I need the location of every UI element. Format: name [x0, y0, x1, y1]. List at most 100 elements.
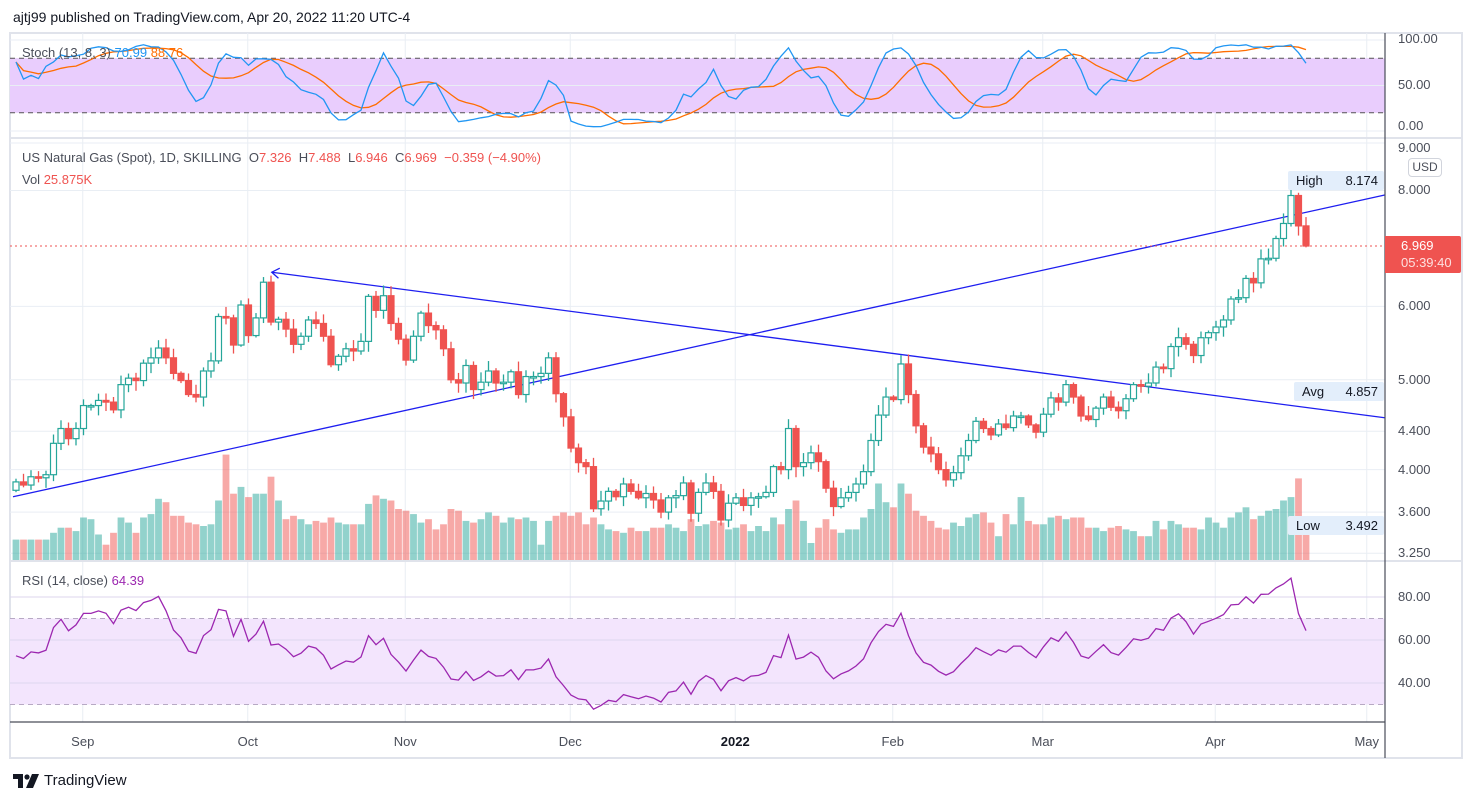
- candle-body: [42, 474, 50, 479]
- volume-bar: [215, 500, 222, 560]
- volume-bar: [717, 522, 725, 560]
- candle: [1242, 275, 1250, 303]
- candle: [327, 329, 335, 368]
- candle-body: [49, 442, 58, 476]
- volume-bar: [1175, 524, 1182, 560]
- volume-legend[interactable]: Vol 25.875K: [22, 172, 92, 187]
- candle: [34, 471, 43, 483]
- candle: [919, 422, 928, 454]
- candle-body: [574, 447, 583, 464]
- candle: [874, 405, 883, 446]
- volume-bar: [732, 527, 740, 560]
- volume-bar: [1145, 536, 1152, 560]
- volume-bar: [710, 520, 717, 560]
- candle: [1114, 401, 1123, 419]
- candle-body: [1272, 237, 1280, 259]
- candle-body: [117, 384, 125, 411]
- candle: [319, 314, 328, 342]
- candle: [574, 443, 583, 473]
- volume-bar: [222, 454, 230, 560]
- candle-body: [522, 375, 530, 396]
- volume-bar: [807, 543, 815, 560]
- tradingview-logo[interactable]: TradingView: [13, 772, 127, 789]
- candle: [552, 352, 560, 403]
- time-axis-label: May: [1354, 734, 1380, 749]
- candle-body: [477, 381, 485, 391]
- volume-bar: [680, 531, 687, 560]
- volume-bar: [365, 503, 372, 560]
- candle: [889, 395, 898, 402]
- tradingview-logo-icon: [13, 773, 39, 788]
- volume-bar: [1257, 515, 1265, 560]
- candle-body: [1069, 384, 1078, 398]
- candle-body: [469, 364, 478, 391]
- volume-bar: [290, 515, 297, 560]
- main-legend[interactable]: US Natural Gas (Spot), 1D, SKILLING O7.3…: [22, 150, 541, 165]
- volume-bar: [1272, 509, 1280, 560]
- volume-bar: [590, 517, 597, 560]
- volume-bar: [792, 500, 800, 560]
- volume-bar: [552, 515, 560, 560]
- time-axis-label: Oct: [237, 734, 258, 749]
- candle-body: [19, 481, 28, 486]
- candle-body: [1009, 415, 1018, 429]
- volume-bar: [80, 517, 87, 560]
- candle: [1047, 391, 1055, 418]
- candle: [1272, 235, 1280, 262]
- candle: [1032, 423, 1040, 439]
- stoch-k-line: [15, 44, 1307, 128]
- candle: [1024, 414, 1033, 429]
- candle: [1129, 382, 1138, 402]
- volume-bar: [530, 520, 537, 560]
- candle-body: [1077, 396, 1085, 417]
- candle-body: [162, 347, 170, 359]
- volume-bar: [42, 539, 50, 560]
- low-label: L: [347, 150, 356, 165]
- candle: [447, 341, 455, 384]
- volume-bar: [335, 522, 342, 560]
- volume-bar: [470, 522, 477, 560]
- candle: [372, 290, 380, 318]
- candle-body: [342, 348, 350, 357]
- trendline-arrow-icon: [270, 267, 281, 279]
- candle: [349, 340, 358, 362]
- candle: [934, 447, 943, 475]
- candle-body: [747, 497, 755, 507]
- volume-bar: [12, 539, 20, 560]
- candle-body: [934, 453, 943, 471]
- rsi-legend[interactable]: RSI (14, close) 64.39: [22, 573, 144, 588]
- candle-body: [1024, 415, 1033, 426]
- volume-bar: [672, 527, 680, 560]
- candle: [537, 366, 545, 384]
- candle-body: [387, 295, 395, 325]
- close-value: 6.969: [404, 150, 437, 165]
- volume-bar: [20, 539, 27, 560]
- candle: [994, 419, 1003, 438]
- symbol-name: US Natural Gas (Spot), 1D, SKILLING: [22, 150, 242, 165]
- volume-bar: [327, 517, 335, 560]
- trendline: [12, 194, 1385, 498]
- candle-body: [372, 295, 380, 311]
- candle-body: [582, 462, 590, 468]
- volume-bar: [155, 498, 162, 560]
- vol-value: 25.875K: [43, 172, 93, 187]
- candle-body: [492, 370, 500, 384]
- time-axis-label: Nov: [393, 734, 417, 749]
- currency-button[interactable]: USD: [1408, 158, 1442, 177]
- candle-body: [679, 482, 688, 497]
- candle: [1054, 393, 1063, 411]
- candle-body: [1084, 415, 1093, 421]
- volume-bar: [207, 524, 215, 560]
- volume-bar: [387, 500, 395, 560]
- stoch-legend[interactable]: Stoch (13, 8, 3) 70.99 88.76: [22, 45, 183, 60]
- candle: [49, 434, 58, 482]
- volume-bar: [597, 524, 605, 560]
- candle: [1077, 394, 1085, 422]
- volume-bar: [1010, 524, 1017, 560]
- volume-bar: [995, 536, 1002, 560]
- volume-bar: [1190, 527, 1197, 560]
- rsi-axis-label: 60.00: [1398, 632, 1431, 647]
- candle-body: [649, 492, 658, 501]
- candle: [912, 390, 920, 434]
